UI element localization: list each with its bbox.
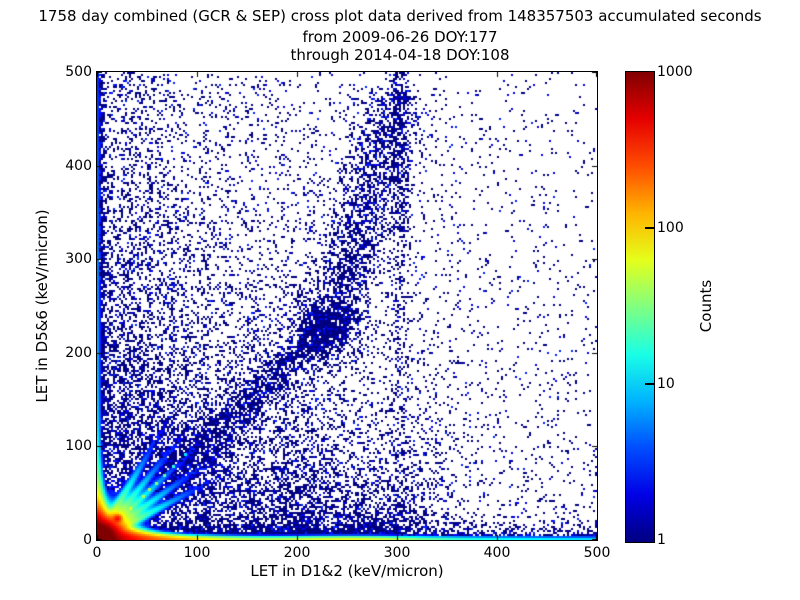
colorbar-tick-mark	[645, 227, 654, 229]
y-tick-label: 200	[65, 344, 92, 361]
plot-frame	[96, 71, 598, 541]
x-axis-label: LET in D1&2 (keV/micron)	[250, 562, 444, 580]
y-tick-label: 100	[65, 438, 92, 455]
title-line-1: 1758 day combined (GCR & SEP) cross plot…	[38, 7, 762, 25]
colorbar-gradient	[626, 72, 654, 542]
colorbar-label: Counts	[697, 279, 715, 333]
title-line-3: through 2014-04-18 DOY:108	[290, 46, 510, 64]
x-tick-label: 100	[183, 545, 211, 561]
colorbar-tick-label: 10	[657, 376, 675, 392]
title-line-2: from 2009-06-26 DOY:177	[302, 28, 498, 46]
colorbar-tick-label: 100	[657, 220, 684, 236]
y-tick-label: 0	[83, 532, 92, 548]
x-tick-label: 300	[383, 545, 411, 561]
colorbar-tick-mark	[645, 383, 654, 385]
x-tick-label: 500	[583, 545, 611, 561]
colorbar-tick-label: 1000	[657, 64, 693, 80]
density-plot-canvas	[97, 72, 597, 540]
x-tick-label: 0	[92, 545, 102, 561]
y-tick-label: 300	[65, 251, 92, 268]
x-tick-label: 400	[483, 545, 511, 561]
y-axis-label: LET in D5&6 (keV/micron)	[33, 209, 51, 403]
y-tick-label: 500	[65, 64, 92, 80]
y-tick-label: 400	[65, 157, 92, 174]
colorbar	[625, 71, 655, 543]
x-tick-label: 200	[283, 545, 311, 561]
colorbar-tick-label: 1	[657, 532, 666, 548]
